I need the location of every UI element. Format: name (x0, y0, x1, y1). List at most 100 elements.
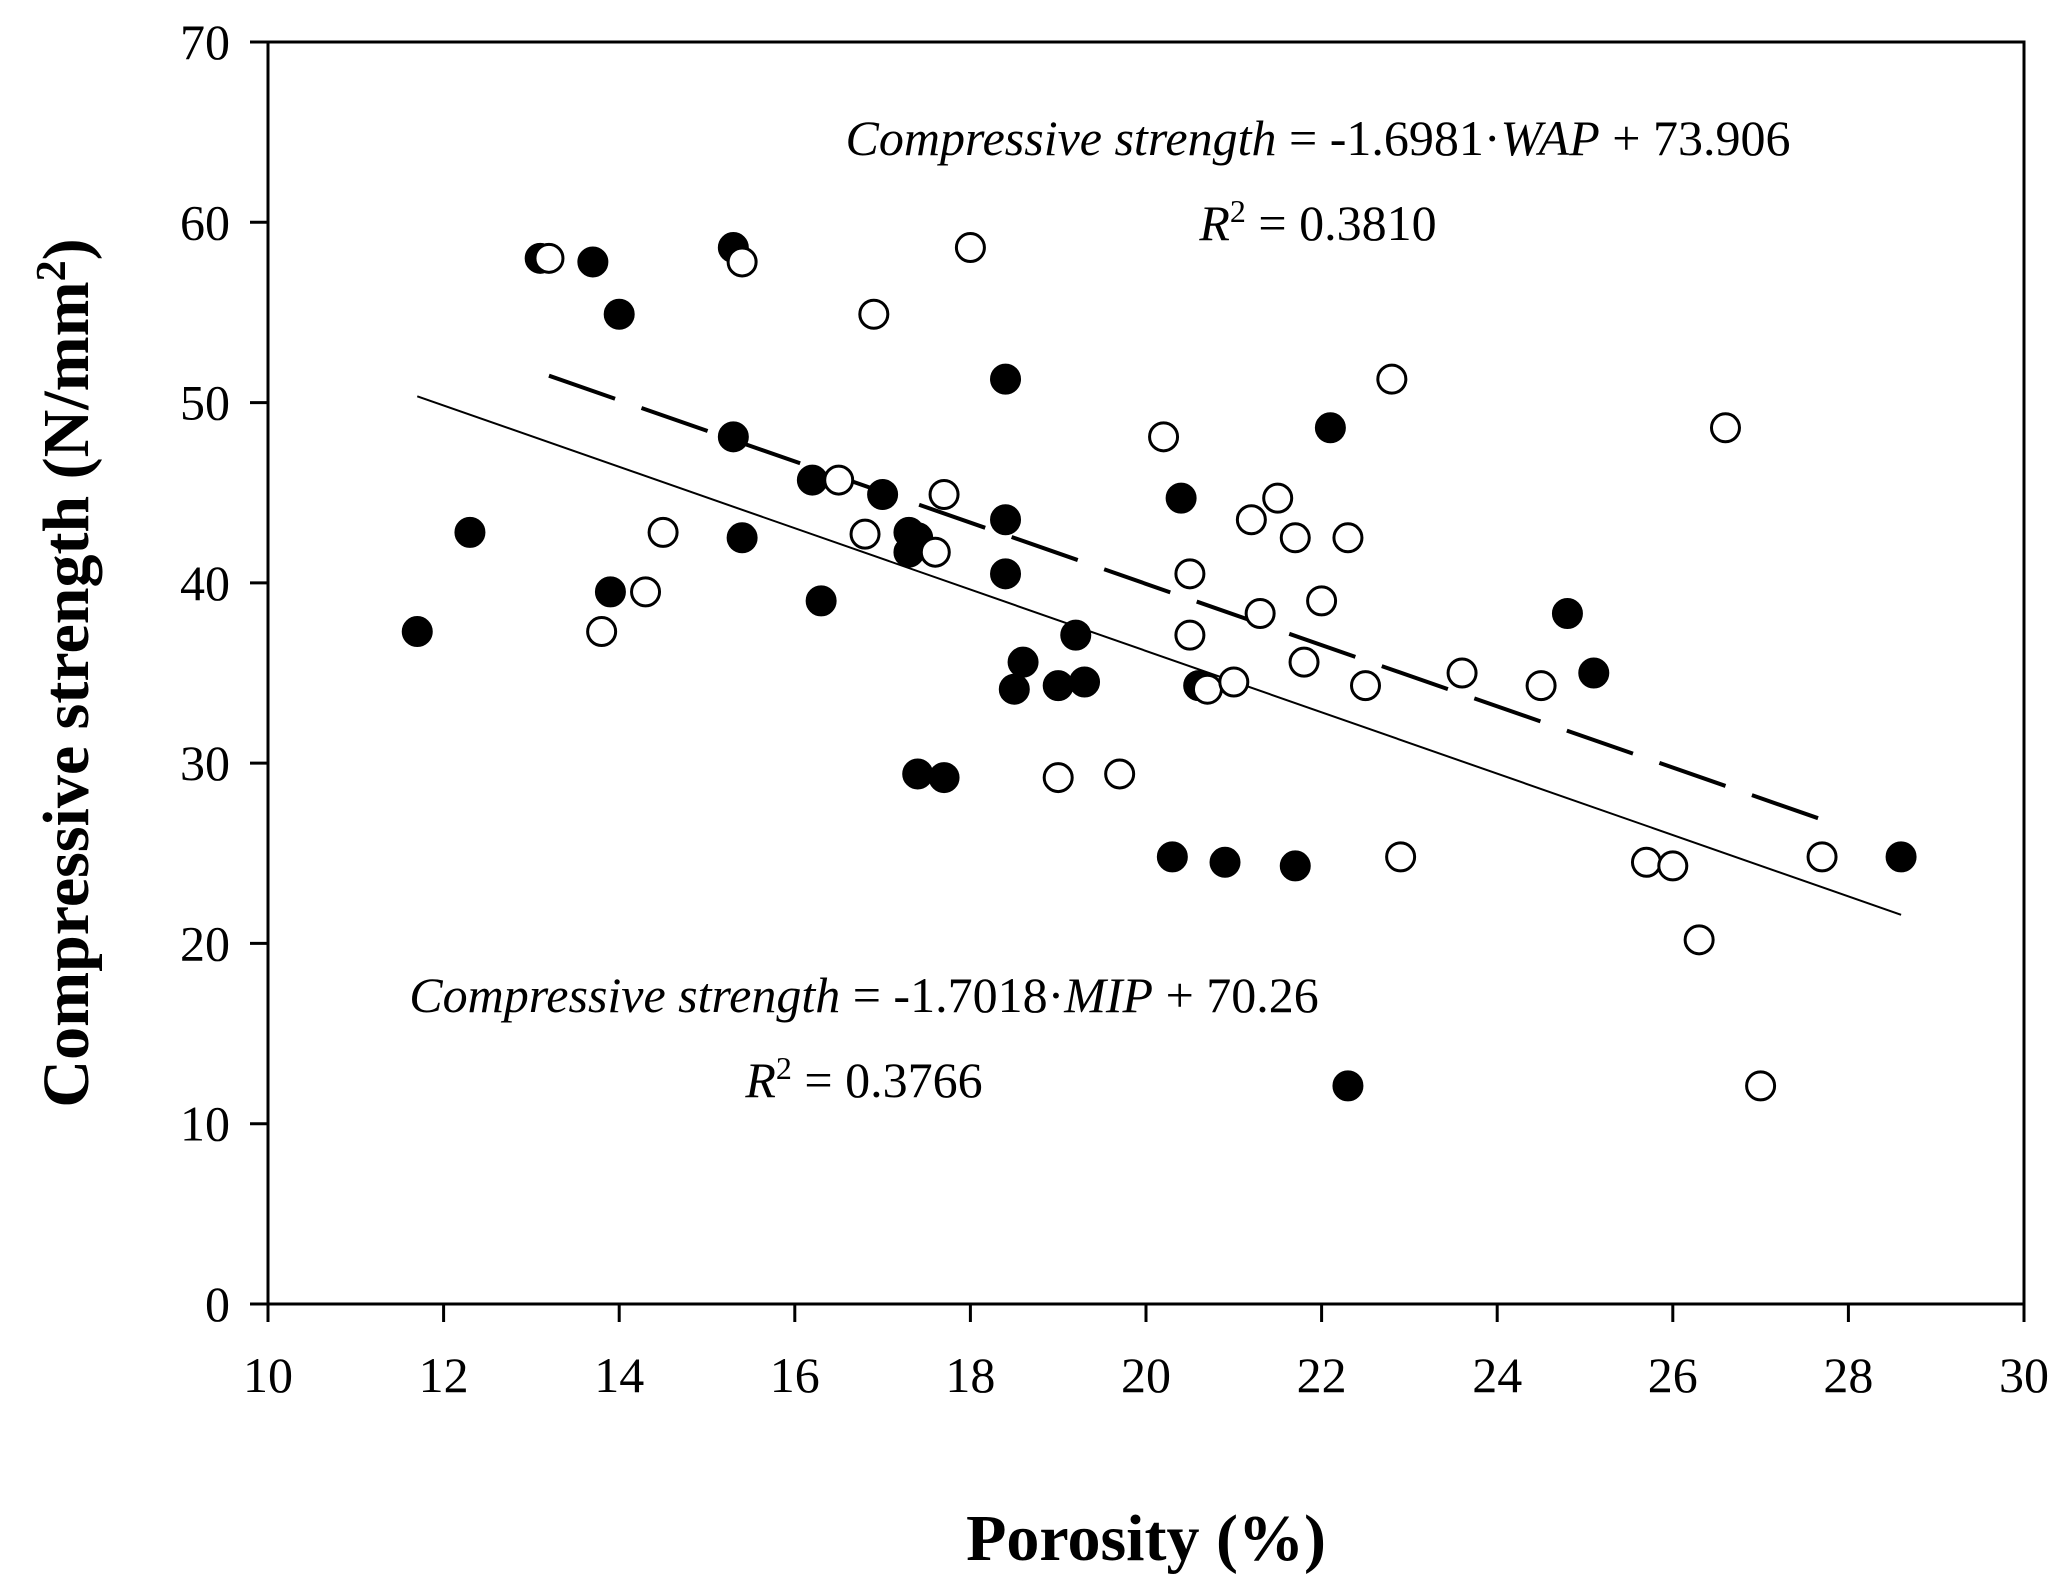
regression-lines (417, 376, 1901, 915)
wap-r2-value: = 0.3810 (1246, 195, 1437, 251)
x-tick-label: 10 (243, 1347, 293, 1403)
wap-point (1685, 926, 1713, 954)
wap-r-squared: R2 = 0.3810 (1198, 193, 1436, 251)
wap-point (825, 466, 853, 494)
y-axis-title: Compressive strength (N/mm2) (29, 238, 103, 1107)
wap-point (851, 520, 879, 548)
y-tick-label: 20 (180, 915, 230, 971)
x-tick-label: 28 (1823, 1347, 1873, 1403)
mip-point (1334, 1072, 1362, 1100)
mip-point (798, 466, 826, 494)
wap-equation: Compressive strength = -1.6981·WAP + 73.… (846, 110, 1791, 166)
mip-point (1316, 414, 1344, 442)
wap-point (1176, 560, 1204, 588)
mip-point (1000, 675, 1028, 703)
mip-point (1887, 843, 1915, 871)
y-tick-label: 60 (180, 194, 230, 250)
mip-point (1580, 659, 1608, 687)
mip-eq-const: + 70.26 (1153, 967, 1319, 1023)
mip-point (992, 560, 1020, 588)
y-tick-label: 50 (180, 375, 230, 431)
wap-point (1659, 852, 1687, 880)
wap-point (860, 300, 888, 328)
x-tick-label: 22 (1297, 1347, 1347, 1403)
y-axis-title-close: ) (30, 238, 103, 260)
wap-point (632, 578, 660, 606)
wap-point (1711, 414, 1739, 442)
wap-point (1264, 484, 1292, 512)
mip-point (728, 524, 756, 552)
wap-r2-sup: 2 (1230, 193, 1246, 229)
mip-equation: Compressive strength = -1.7018·MIP + 70.… (409, 967, 1319, 1023)
x-tick-label: 26 (1648, 1347, 1698, 1403)
wap-point (921, 538, 949, 566)
wap-point (1378, 365, 1406, 393)
mip-eq-rhs: = -1.7018· (840, 967, 1064, 1023)
y-axis-title-main: Compressive strength (N/mm (30, 281, 103, 1107)
mip-fit-line (417, 396, 1901, 915)
wap-point (728, 248, 756, 276)
wap-point (956, 234, 984, 262)
mip-point (1071, 668, 1099, 696)
mip-point (1044, 672, 1072, 700)
y-tick-label: 30 (180, 735, 230, 791)
wap-point (1106, 760, 1134, 788)
x-tick-label: 30 (1999, 1347, 2049, 1403)
x-tick-label: 14 (594, 1347, 644, 1403)
mip-eq-var: MIP (1063, 967, 1153, 1023)
wap-point (649, 518, 677, 546)
wap-point (1747, 1072, 1775, 1100)
mip-r2-sup: 2 (776, 1050, 792, 1086)
mip-point (869, 481, 897, 509)
mip-point (807, 587, 835, 615)
mip-point (403, 618, 431, 646)
x-tick-label: 18 (945, 1347, 995, 1403)
mip-point (605, 300, 633, 328)
wap-eq-label: Compressive strength (846, 110, 1277, 166)
mip-point (1553, 600, 1581, 628)
x-axis-title: Porosity (%) (966, 1502, 1326, 1575)
wap-point (1290, 648, 1318, 676)
mip-point (1167, 484, 1195, 512)
mip-point (992, 365, 1020, 393)
mip-point (1158, 843, 1186, 871)
wap-eq-rhs: = -1.6981· (1277, 110, 1501, 166)
wap-point (1387, 843, 1415, 871)
wap-point (1193, 675, 1221, 703)
mip-point (1062, 621, 1090, 649)
wap-point (1334, 524, 1362, 552)
wap-point (1448, 659, 1476, 687)
wap-point (1150, 423, 1178, 451)
mip-point (719, 423, 747, 451)
scatter-chart: 10 12 14 16 18 20 22 24 26 28 30 010203040506070 P… (0, 0, 2059, 1593)
wap-eq-var: WAP (1501, 110, 1600, 166)
wap-point (1220, 668, 1248, 696)
x-axis-ticks: 10 12 14 16 18 20 22 24 26 28 30 (243, 1304, 2049, 1403)
y-axis-title-sup: 2 (29, 260, 75, 281)
plot-frame (268, 42, 2024, 1304)
wap-point (1044, 764, 1072, 792)
y-tick-label: 0 (205, 1276, 230, 1332)
x-tick-label: 12 (419, 1347, 469, 1403)
x-tick-label: 24 (1472, 1347, 1522, 1403)
mip-point (904, 760, 932, 788)
wap-point (1281, 524, 1309, 552)
y-tick-label: 70 (180, 14, 230, 70)
wap-point (1246, 600, 1274, 628)
wap-point (1527, 672, 1555, 700)
wap-eq-const: + 73.906 (1600, 110, 1791, 166)
wap-point (1237, 506, 1265, 534)
wap-point (588, 618, 616, 646)
x-tick-label: 20 (1121, 1347, 1171, 1403)
mip-r2-value: = 0.3766 (792, 1052, 983, 1108)
mip-point (456, 518, 484, 546)
mip-point (992, 506, 1020, 534)
mip-point (1281, 852, 1309, 880)
mip-r2-symbol: R (744, 1052, 776, 1108)
y-tick-label: 10 (180, 1096, 230, 1152)
wap-point (1808, 843, 1836, 871)
mip-point (1009, 648, 1037, 676)
y-tick-label: 40 (180, 555, 230, 611)
wap-point (1632, 848, 1660, 876)
wap-point (535, 244, 563, 272)
